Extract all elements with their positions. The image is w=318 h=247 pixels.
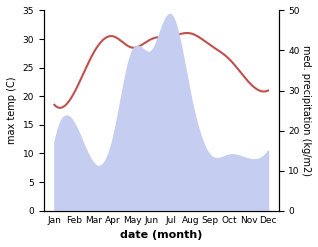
Y-axis label: med. precipitation (kg/m2): med. precipitation (kg/m2) (301, 45, 311, 176)
Y-axis label: max temp (C): max temp (C) (7, 77, 17, 144)
X-axis label: date (month): date (month) (120, 230, 203, 240)
